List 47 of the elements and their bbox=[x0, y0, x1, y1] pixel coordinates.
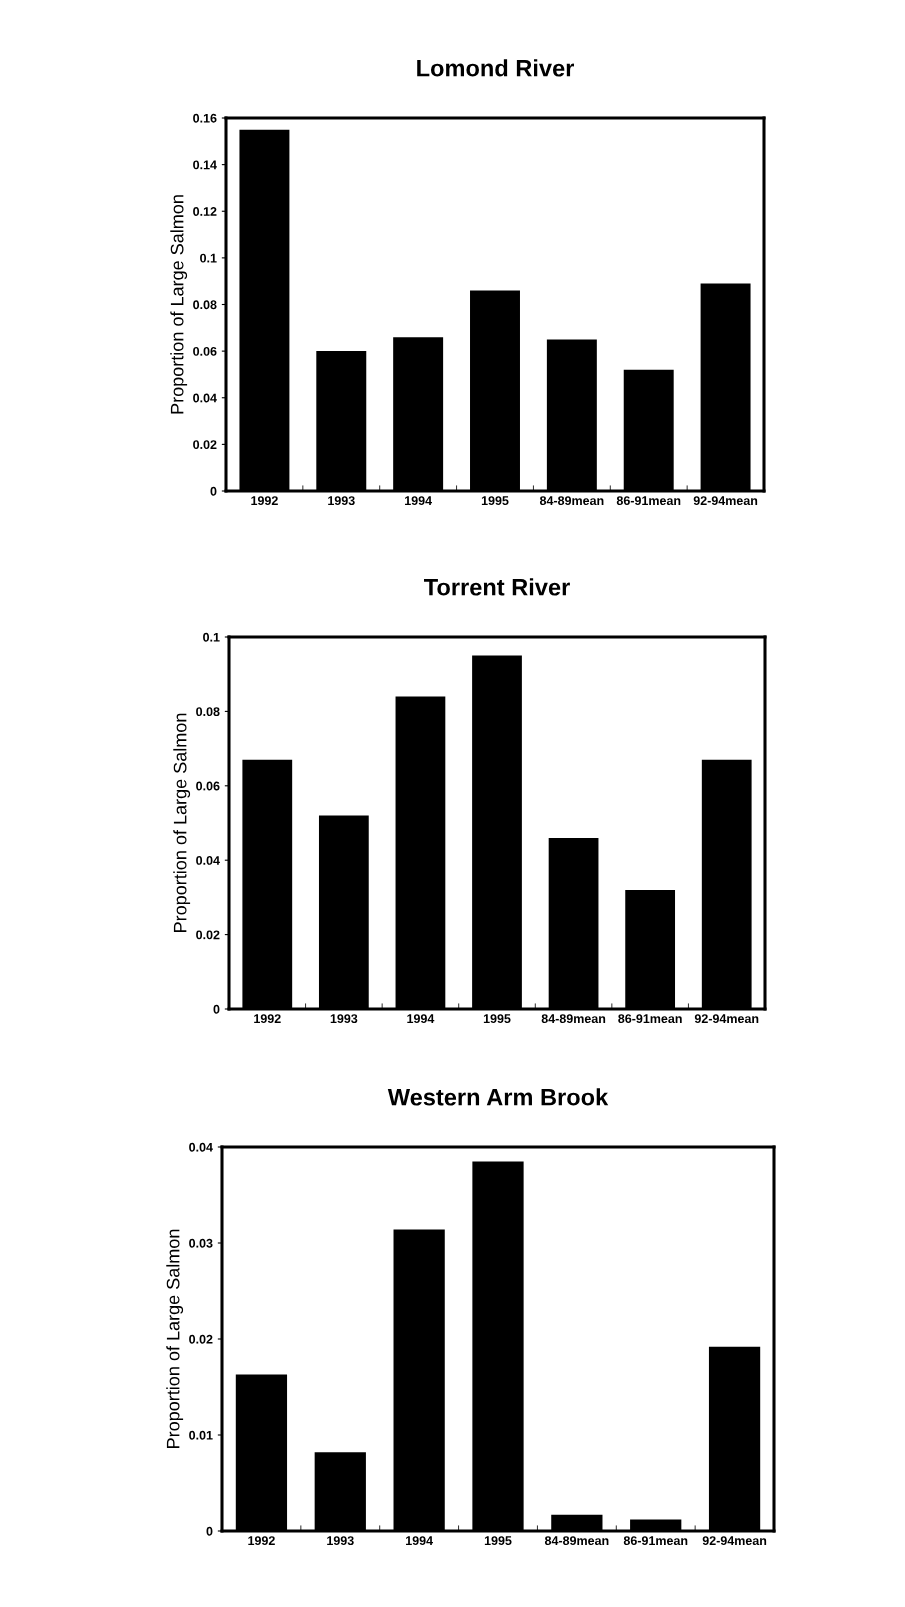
x-tick-label: 1993 bbox=[330, 1014, 358, 1024]
x-tick-label: 1995 bbox=[481, 496, 509, 506]
y-axis-title: Proportion of Large Salmon bbox=[166, 1229, 184, 1448]
x-tick-label: 1994 bbox=[407, 1014, 435, 1024]
y-tick-label: 0.12 bbox=[193, 207, 217, 216]
y-tick-label: 0.03 bbox=[189, 1238, 213, 1248]
chart-title: Western Arm Brook bbox=[387, 1088, 609, 1106]
x-tick-label: 84-89mean bbox=[544, 1536, 609, 1546]
y-tick-label: 0.16 bbox=[193, 113, 217, 123]
x-tick-label: 86-91mean bbox=[616, 496, 681, 506]
x-tick-label: 86-91mean bbox=[618, 1014, 682, 1024]
x-tick-label: 1995 bbox=[484, 1536, 512, 1546]
y-tick-label: 0 bbox=[206, 1526, 213, 1536]
y-tick-label: 0.02 bbox=[189, 1334, 213, 1344]
x-tick-label: 1994 bbox=[406, 1536, 433, 1546]
y-tick-label: 0.04 bbox=[196, 856, 220, 865]
y-tick-label: 0.02 bbox=[196, 930, 220, 940]
x-tick-label: 1992 bbox=[254, 1014, 281, 1024]
chart-title: Torrent River bbox=[424, 578, 570, 596]
y-tick-label: 0.01 bbox=[189, 1430, 213, 1440]
chart-title: Lomond River bbox=[417, 59, 575, 77]
x-tick-label: 1994 bbox=[405, 496, 432, 506]
x-tick-label: 92-94mean bbox=[693, 496, 758, 506]
y-axis-title: Proportion of Large Salmon bbox=[170, 195, 188, 414]
y-tick-label: 0.14 bbox=[193, 160, 217, 170]
x-tick-label: 1992 bbox=[251, 496, 278, 506]
x-tick-label: 92-94mean bbox=[702, 1536, 767, 1546]
x-tick-label: 84-89mean bbox=[541, 1014, 606, 1024]
y-tick-label: 0.1 bbox=[200, 253, 217, 263]
y-tick-label: 0.04 bbox=[193, 393, 217, 403]
y-tick-label: 0.08 bbox=[196, 707, 220, 717]
y-axis-title: Proportion of Large Salmon bbox=[173, 713, 191, 932]
x-tick-label: 1995 bbox=[483, 1014, 511, 1024]
y-tick-label: 0 bbox=[210, 486, 217, 496]
y-tick-label: 0.04 bbox=[189, 1142, 213, 1152]
y-tick-label: 0.02 bbox=[193, 440, 217, 450]
y-tick-label: 0.06 bbox=[193, 346, 217, 356]
y-tick-label: 0 bbox=[213, 1004, 220, 1014]
y-tick-label: 0.1 bbox=[203, 632, 220, 642]
x-tick-label: 1993 bbox=[327, 1536, 354, 1546]
x-tick-label: 84-89mean bbox=[539, 496, 604, 506]
x-tick-label: 92-94mean bbox=[694, 1014, 759, 1024]
x-tick-label: 1992 bbox=[248, 1536, 275, 1546]
x-tick-label: 86-91mean bbox=[623, 1536, 688, 1546]
y-tick-label: 0.08 bbox=[193, 300, 217, 310]
x-tick-label: 1993 bbox=[328, 496, 355, 506]
y-tick-label: 0.06 bbox=[196, 781, 220, 791]
